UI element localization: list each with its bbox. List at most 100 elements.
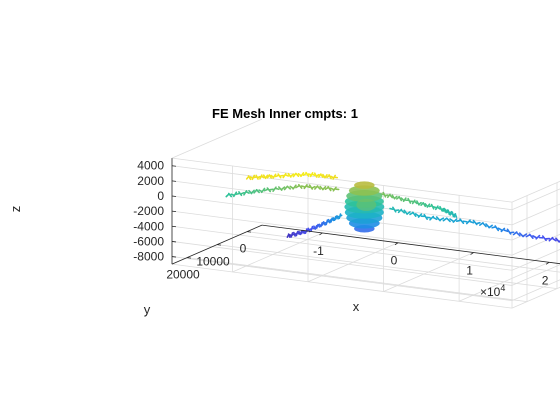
z-tick-label: -2000 <box>133 204 164 218</box>
z-tick-label: 0 <box>157 189 164 203</box>
soma-slice <box>354 181 375 189</box>
neurite-segment <box>497 227 503 231</box>
neurite-segment <box>475 221 481 225</box>
neurite-segment <box>290 173 295 178</box>
neurite-segment <box>332 186 337 192</box>
neurite-segment <box>300 185 306 188</box>
neurite-segment <box>407 197 412 204</box>
z-tick-label: -8000 <box>133 250 164 264</box>
neurite-segment <box>400 197 405 201</box>
neurite-segment <box>315 173 320 177</box>
neurite-segment <box>302 172 307 177</box>
grid-line <box>511 180 560 203</box>
neurite-segment <box>398 195 403 202</box>
grid-line <box>171 165 513 211</box>
neurite-segment <box>445 217 451 223</box>
neurite-segment <box>245 175 250 180</box>
neurite-segment <box>240 191 245 195</box>
neurite-segment <box>319 185 324 191</box>
neurite-segment <box>308 184 314 190</box>
y-tick-mark <box>246 231 252 233</box>
neurite-segment <box>332 174 336 180</box>
z-tick-label: -4000 <box>133 219 164 233</box>
neurite-segment <box>429 215 435 221</box>
neurite-segment <box>414 213 420 217</box>
neurite-segment <box>283 185 289 191</box>
neurite-segment <box>270 174 274 178</box>
grid-line <box>171 225 513 271</box>
neurite-branch <box>389 206 560 243</box>
neurite-segment <box>289 185 294 190</box>
neurite-segment <box>482 222 487 228</box>
neurite-segment <box>321 222 325 226</box>
neurite-segment <box>455 219 461 223</box>
neurite-segment <box>266 174 271 179</box>
neurite-segment <box>503 229 509 233</box>
neurite-segment <box>445 209 449 214</box>
neurite-segment <box>317 173 322 178</box>
neurite-segment <box>412 211 417 218</box>
neurite-segment <box>258 189 263 193</box>
neurite-segment <box>284 174 290 177</box>
z-tick-label: 2000 <box>137 174 164 188</box>
x-tick-label: 1 <box>466 264 473 278</box>
neurite-segment <box>324 186 329 191</box>
neurite-segment <box>488 224 493 229</box>
neurite-segment <box>551 237 557 242</box>
neurite-segment <box>406 211 411 215</box>
neurite-segment <box>248 189 253 195</box>
x-tick-labels: -1 0 1 2 <box>313 244 549 287</box>
grid-line <box>246 231 560 273</box>
soma-slice <box>348 185 380 196</box>
neurite-segment <box>418 201 422 206</box>
neurite-segment <box>263 188 269 192</box>
neurite-segment <box>306 185 311 189</box>
x-exponent-label: ×104 <box>480 283 505 299</box>
neurite-segment <box>330 175 334 179</box>
chart-title: FE Mesh Inner cmpts: 1 <box>212 106 358 121</box>
neurite-segment <box>292 172 297 178</box>
neurite-segment <box>282 172 287 179</box>
neurite-segment <box>432 216 438 221</box>
neurite-branch <box>245 171 339 181</box>
neurite-segment <box>413 200 418 205</box>
neurite-segment <box>402 197 407 203</box>
neurite-segment <box>469 220 475 224</box>
neurite-segment <box>532 235 538 239</box>
neurite-segment <box>423 213 428 220</box>
neurite-segment <box>230 193 235 196</box>
grid-line <box>171 118 263 159</box>
neurite-segment <box>430 203 435 210</box>
neurite-segment <box>262 174 267 180</box>
z-tick-mark <box>171 210 177 213</box>
neurite-segment <box>393 195 398 200</box>
neurite-segment <box>300 230 304 235</box>
neurite-segment <box>432 206 437 209</box>
neurite-segment <box>541 235 547 242</box>
axes-grid <box>171 118 560 309</box>
y-tick-label: 0 <box>240 242 247 256</box>
z-tick-label: -6000 <box>133 234 164 248</box>
neurite-segment <box>255 174 259 180</box>
neurite-segment <box>289 234 293 237</box>
neurite-segment <box>298 230 302 236</box>
neurite-segment <box>326 174 330 179</box>
x-axis-label: x <box>353 299 360 314</box>
neurite-branch <box>380 191 458 218</box>
neurite-segment <box>245 191 250 194</box>
neurite-segment <box>449 218 455 223</box>
neurite-segment <box>452 213 456 216</box>
neurite-segment <box>309 172 314 178</box>
neurite-segment <box>259 174 263 180</box>
neurite-segment <box>327 218 331 224</box>
neurite-branch <box>286 213 343 238</box>
neurite-segment <box>389 194 394 199</box>
neurite-segment <box>303 230 307 234</box>
grid-line <box>171 157 513 203</box>
neurite-segment <box>409 211 414 216</box>
neurite-segment <box>465 219 471 225</box>
neurite-segment <box>249 176 254 179</box>
neurite-segment <box>235 192 240 196</box>
